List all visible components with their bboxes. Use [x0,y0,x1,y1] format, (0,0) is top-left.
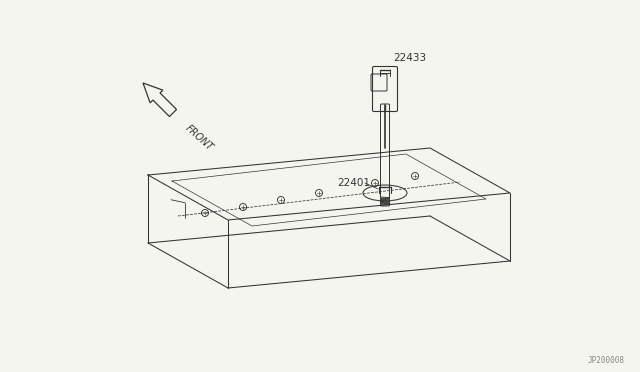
Text: 22433: 22433 [393,53,426,63]
Text: FRONT: FRONT [183,123,214,153]
Text: 22401: 22401 [337,178,370,188]
Text: JP200008: JP200008 [588,356,625,365]
